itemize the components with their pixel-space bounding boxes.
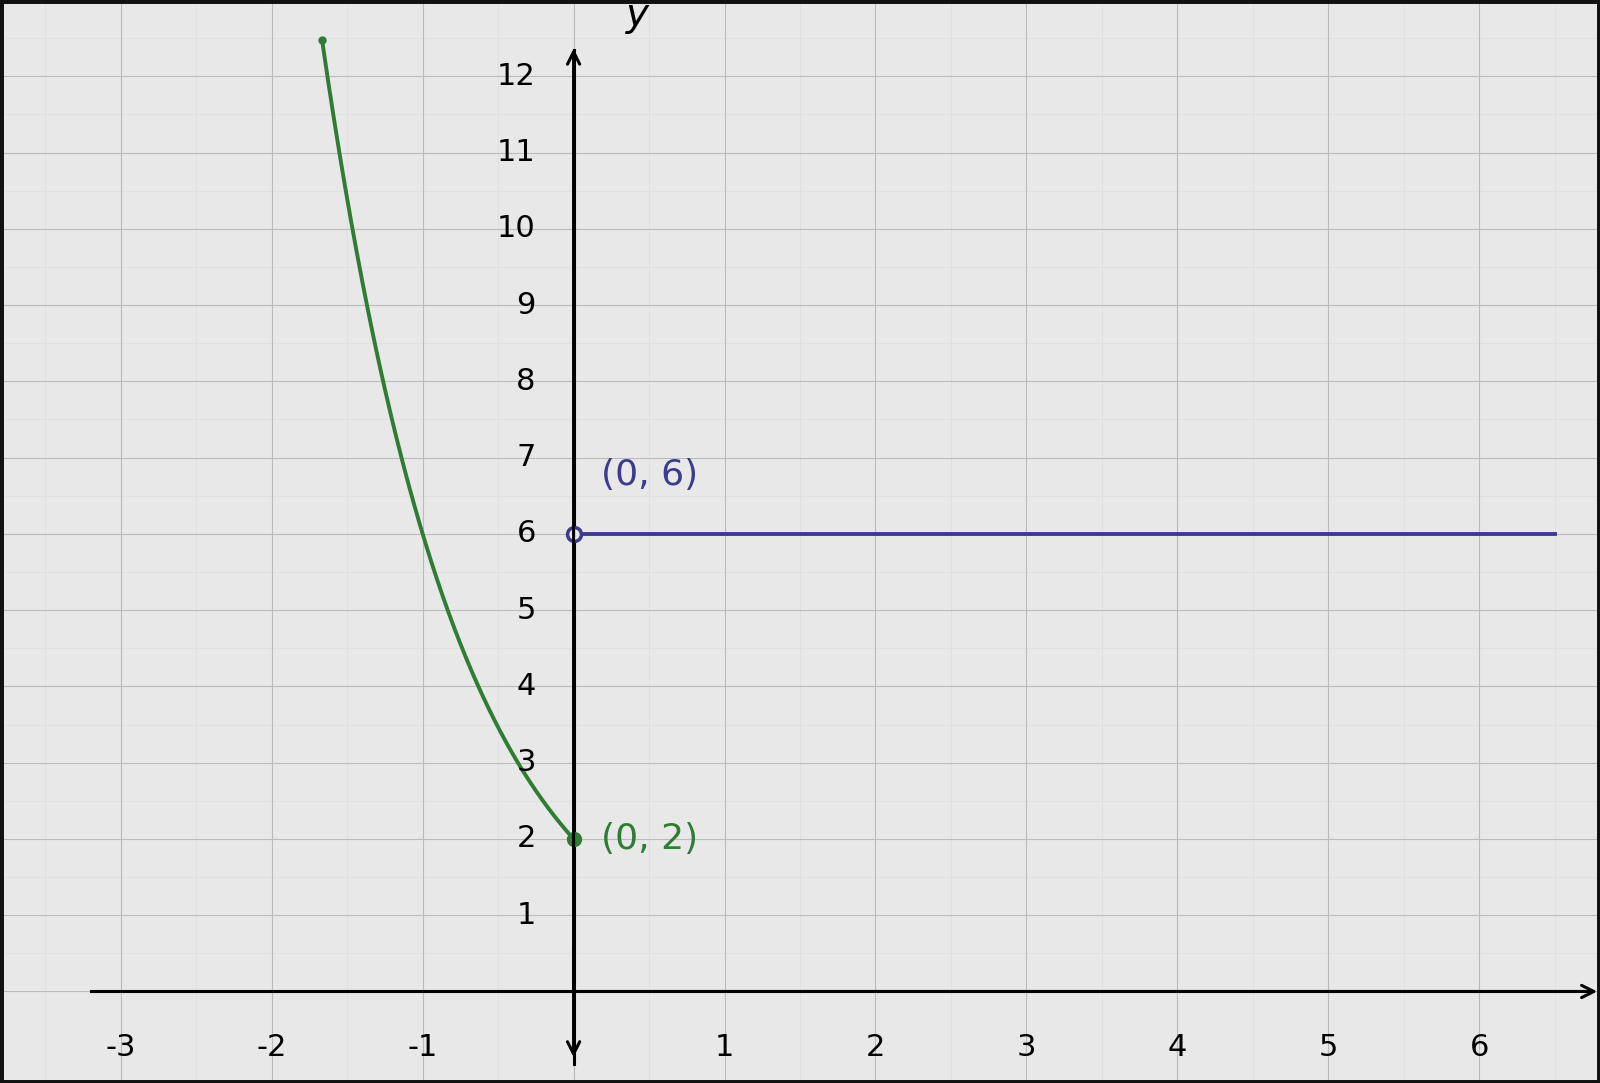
Text: 3: 3 (517, 748, 536, 778)
Text: 11: 11 (498, 138, 536, 167)
Text: 10: 10 (498, 214, 536, 244)
Text: 2: 2 (866, 1033, 885, 1062)
Text: 8: 8 (517, 367, 536, 396)
Text: 1: 1 (517, 901, 536, 929)
Text: 6: 6 (517, 520, 536, 548)
Text: 6: 6 (1469, 1033, 1490, 1062)
Text: 1: 1 (715, 1033, 734, 1062)
Text: 5: 5 (517, 596, 536, 625)
Text: (0, 2): (0, 2) (600, 822, 698, 856)
Text: 3: 3 (1016, 1033, 1037, 1062)
Text: 12: 12 (498, 62, 536, 91)
Text: 4: 4 (1168, 1033, 1187, 1062)
Text: -1: -1 (408, 1033, 438, 1062)
Text: 9: 9 (517, 290, 536, 319)
Text: 4: 4 (517, 671, 536, 701)
Text: 5: 5 (1318, 1033, 1338, 1062)
Text: 7: 7 (517, 443, 536, 472)
Text: 2: 2 (517, 824, 536, 853)
Text: y: y (627, 0, 650, 35)
Text: -2: -2 (256, 1033, 286, 1062)
Text: (0, 6): (0, 6) (600, 458, 698, 492)
Text: -3: -3 (106, 1033, 136, 1062)
